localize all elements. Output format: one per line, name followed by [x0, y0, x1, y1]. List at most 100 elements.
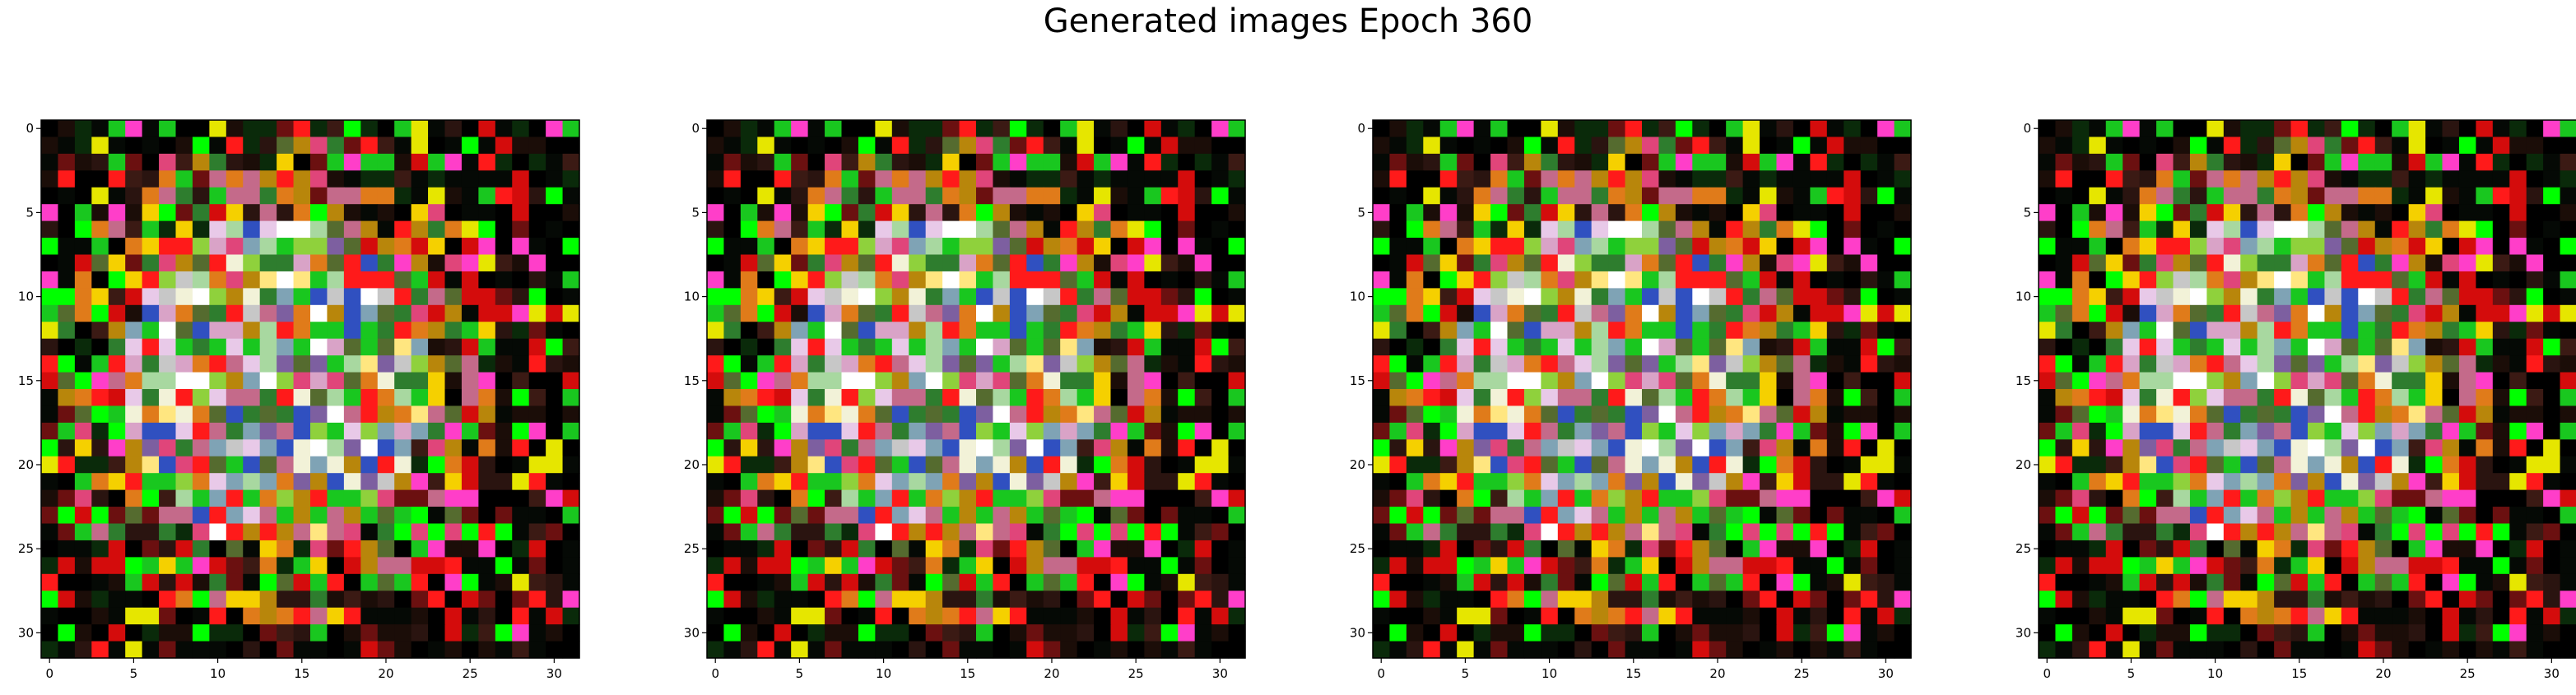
pixel — [512, 238, 530, 256]
pixel — [1439, 439, 1458, 457]
pixel — [1423, 304, 1441, 322]
pixel — [1826, 322, 1844, 340]
y-tick-label: 15 — [18, 373, 34, 388]
pixel — [2156, 137, 2174, 155]
pixel — [546, 607, 564, 625]
pixel — [91, 355, 109, 373]
pixel — [976, 288, 994, 306]
pixel — [1457, 153, 1475, 171]
pixel — [1110, 439, 1128, 457]
pixel — [159, 372, 177, 390]
pixel — [1742, 288, 1760, 306]
pixel — [2458, 439, 2476, 457]
pixel — [1507, 573, 1525, 591]
pixel — [1574, 456, 1593, 474]
pixel — [411, 624, 429, 642]
pixel — [1658, 355, 1676, 373]
pixel — [774, 489, 792, 507]
pixel — [495, 288, 513, 306]
pixel — [1591, 288, 1609, 306]
pixel — [175, 254, 193, 272]
pixel — [259, 288, 277, 306]
pixel — [1076, 489, 1095, 507]
pixel — [1026, 405, 1044, 424]
pixel — [1127, 591, 1145, 609]
pixel — [1026, 153, 1044, 171]
pixel — [1373, 254, 1391, 272]
pixel — [2408, 607, 2426, 625]
pixel — [2071, 137, 2090, 155]
pixel — [2476, 304, 2494, 322]
pixel — [1860, 120, 1878, 138]
pixel — [1675, 204, 1693, 222]
pixel — [125, 624, 143, 642]
pixel — [2206, 187, 2225, 205]
pixel — [1194, 641, 1212, 659]
pixel — [495, 507, 513, 525]
x-tick-label: 25 — [2460, 666, 2476, 681]
pixel — [875, 304, 893, 322]
pixel — [2458, 473, 2476, 491]
pixel — [2240, 372, 2258, 390]
pixel — [2105, 507, 2123, 525]
pixel — [1608, 540, 1626, 558]
pixel — [2392, 271, 2410, 289]
pixel — [2039, 607, 2057, 625]
pixel — [394, 220, 412, 239]
pixel — [1009, 624, 1027, 642]
pixel — [546, 405, 564, 424]
pixel — [461, 220, 479, 239]
pixel — [858, 456, 876, 474]
pixel — [394, 322, 412, 340]
pixel — [1110, 573, 1128, 591]
pixel — [1094, 288, 1112, 306]
pixel — [1844, 238, 1862, 256]
pixel — [293, 204, 311, 222]
pixel — [1844, 473, 1862, 491]
pixel — [1826, 422, 1844, 440]
pixel — [2324, 507, 2342, 525]
pixel — [2476, 170, 2494, 188]
pixel — [377, 120, 395, 138]
pixel — [2257, 573, 2275, 591]
pixel — [243, 624, 261, 642]
pixel — [1507, 153, 1525, 171]
pixel — [512, 288, 530, 306]
pixel — [2156, 557, 2174, 575]
pixel — [1373, 355, 1391, 373]
pixel — [327, 591, 345, 609]
pixel — [791, 153, 809, 171]
pixel — [1591, 322, 1609, 340]
pixel — [243, 557, 261, 575]
pixel — [2458, 204, 2476, 222]
pixel — [377, 540, 395, 558]
pixel — [1144, 439, 1162, 457]
pixel — [1675, 573, 1693, 591]
pixel — [1178, 238, 1196, 256]
pixel — [377, 204, 395, 222]
pixel — [2492, 489, 2510, 507]
pixel — [1894, 540, 1912, 558]
pixel — [2442, 238, 2460, 256]
pixel — [1211, 624, 1230, 642]
pixel — [1574, 204, 1593, 222]
pixel — [1709, 187, 1727, 205]
pixel — [108, 120, 126, 138]
pixel — [74, 557, 92, 575]
pixel — [1110, 170, 1128, 188]
pixel — [825, 153, 843, 171]
pixel — [58, 271, 76, 289]
pixel — [1523, 187, 1541, 205]
pixel — [2274, 557, 2292, 575]
pixel — [825, 473, 843, 491]
pixel — [1541, 288, 1559, 306]
pixel — [807, 573, 825, 591]
pixel — [707, 187, 725, 205]
pixel — [1826, 523, 1844, 541]
pixel — [1760, 204, 1778, 222]
pixel — [1894, 238, 1912, 256]
pixel — [1591, 624, 1609, 642]
pixel — [925, 607, 943, 625]
pixel — [1228, 507, 1246, 525]
pixel — [2425, 422, 2443, 440]
